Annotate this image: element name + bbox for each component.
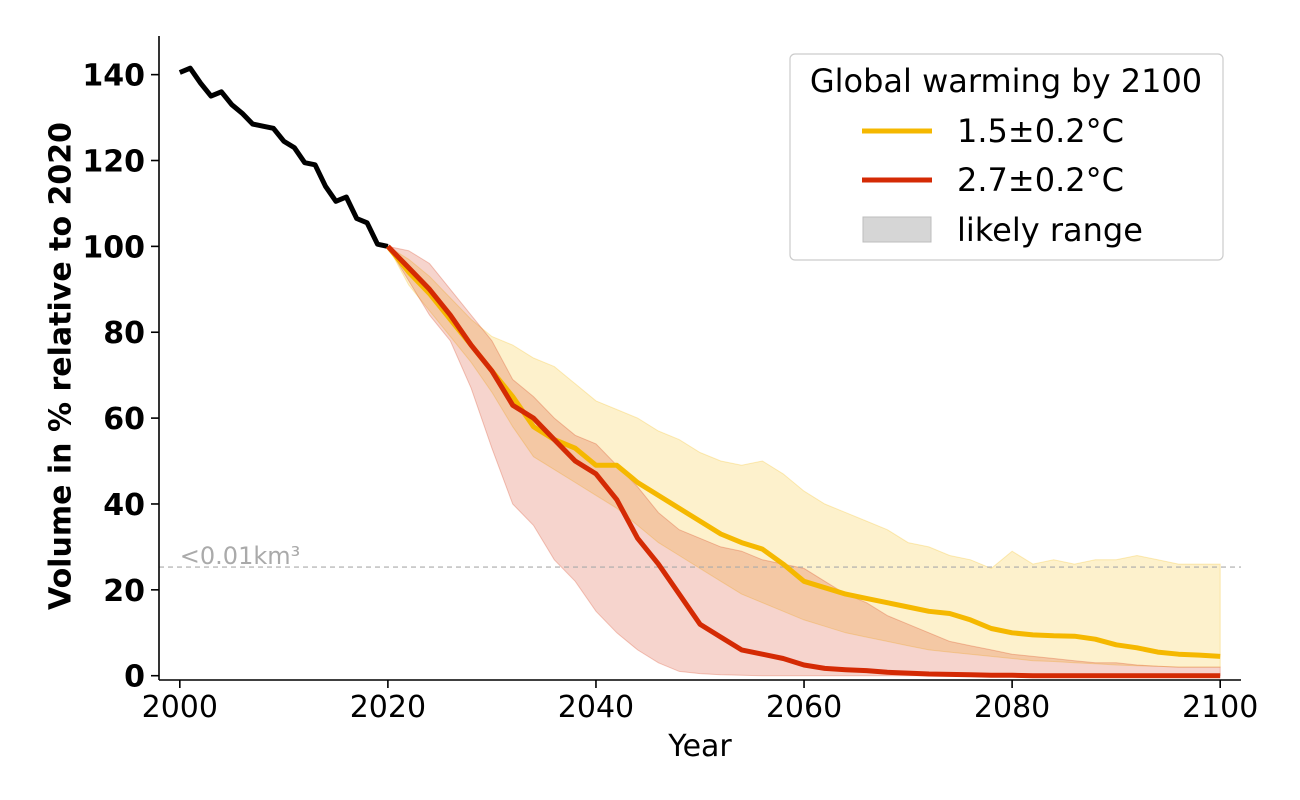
threshold: <0.01km³ bbox=[159, 542, 1241, 570]
likely-range-bands bbox=[386, 244, 1221, 677]
y-tick-label: 20 bbox=[103, 574, 145, 609]
legend-swatch-range bbox=[862, 216, 932, 243]
x-tick-label: 2040 bbox=[558, 690, 634, 725]
y-tick-label: 120 bbox=[82, 145, 145, 180]
x-axis-label: Year bbox=[667, 729, 732, 764]
y-tick-label: 60 bbox=[103, 402, 145, 437]
legend-frame bbox=[789, 53, 1224, 261]
y-ticks: 0 20 40 60 80 100 120 140 bbox=[82, 59, 159, 695]
threshold-label: <0.01km³ bbox=[180, 542, 300, 570]
x-tick-label: 2000 bbox=[142, 690, 218, 725]
x-tick-label: 2020 bbox=[350, 690, 426, 725]
x-tick-label: 2080 bbox=[974, 690, 1050, 725]
axes: 2000 2020 2040 2060 2080 2100 020406080100120… bbox=[82, 36, 1258, 725]
likely-range-band-low bbox=[386, 244, 1221, 668]
likely-range-band-high bbox=[386, 245, 1221, 677]
historical-line bbox=[178, 65, 389, 249]
series-lines bbox=[178, 65, 1221, 679]
x-tick-label: 2100 bbox=[1182, 690, 1258, 725]
y-tick-label: 100 bbox=[82, 230, 145, 265]
series-line-high bbox=[386, 244, 1221, 679]
legend-title: Global warming by 2100 bbox=[810, 62, 1202, 100]
x-tick-label: 2060 bbox=[766, 690, 842, 725]
y-tick-label: 0 bbox=[124, 660, 145, 695]
legend: Global warming by 2100 1.5±0.2°C 2.7±0.2… bbox=[789, 53, 1224, 261]
legend-label-low: 1.5±0.2°C bbox=[957, 112, 1124, 150]
y-tick-label: 80 bbox=[103, 316, 145, 351]
y-tick-label: 40 bbox=[103, 488, 145, 523]
y-axis-label: Volume in % relative to 2020 bbox=[44, 122, 79, 610]
y-tick-label: 140 bbox=[82, 59, 145, 94]
x-ticks: 2000 2020 2040 2060 2080 2100 bbox=[142, 680, 1258, 725]
legend-label-range: likely range bbox=[957, 211, 1143, 249]
legend-label-high: 2.7±0.2°C bbox=[957, 161, 1124, 199]
